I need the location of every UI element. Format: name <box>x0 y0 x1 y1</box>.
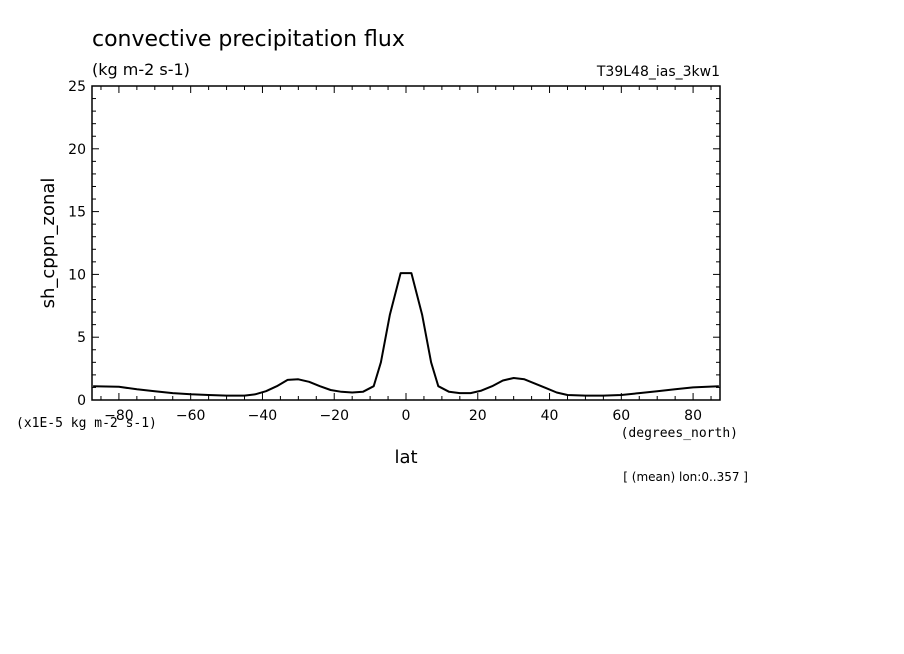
x-tick-label: 40 <box>541 408 559 424</box>
x-axis-units: (degrees_north) <box>621 426 738 441</box>
series-line <box>93 272 719 397</box>
x-tick-label: −80 <box>104 408 134 424</box>
footnote: [ (mean) lon:0..357 ] <box>623 470 748 484</box>
y-axis-label: sh_cppn_zonal <box>38 178 59 309</box>
axis-ticks <box>92 85 720 401</box>
x-tick-label: 0 <box>402 408 411 424</box>
x-tick-label: 80 <box>684 408 702 424</box>
y-tick-label: 0 <box>77 393 86 409</box>
y-tick-label: 5 <box>77 330 86 346</box>
chart-units: (kg m-2 s-1) <box>92 60 190 79</box>
plot-frame <box>91 85 721 401</box>
dataset-label: T39L48_ias_3kw1 <box>596 64 720 80</box>
x-tick-label: −60 <box>176 408 206 424</box>
x-tick-label: 60 <box>612 408 630 424</box>
chart-title: convective precipitation flux <box>92 27 405 52</box>
y-tick-label: 10 <box>68 267 86 283</box>
tick-labels: −80 −60 −40 −20 0 20 40 60 80 0 5 10 15 20 25 <box>68 79 702 424</box>
y-tick-label: 25 <box>68 79 86 95</box>
x-axis-label: lat <box>394 447 417 468</box>
x-tick-label: 20 <box>469 408 487 424</box>
x-tick-label: −40 <box>248 408 278 424</box>
y-tick-label: 15 <box>68 205 86 221</box>
y-tick-label: 20 <box>68 142 86 158</box>
y-scale-note: (x1E-5 kg m-2 s-1) <box>16 416 157 431</box>
x-tick-label: −20 <box>319 408 349 424</box>
series-layer <box>93 272 719 397</box>
